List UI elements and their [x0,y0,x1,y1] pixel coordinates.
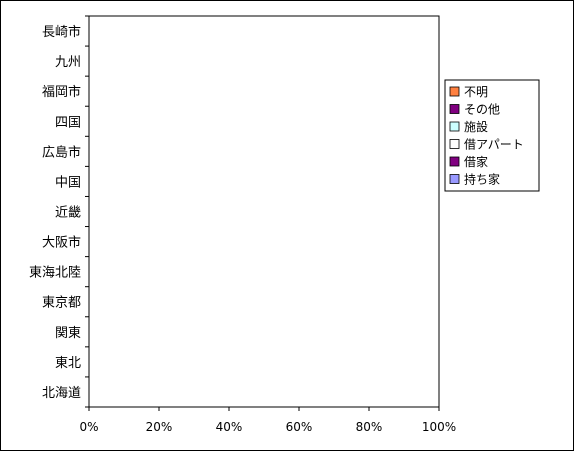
category-label-四国: 四国 [55,115,81,130]
legend-label-施設: 施設 [464,119,488,134]
legend-swatch-不明 [449,86,460,97]
category-label-近畿: 近畿 [55,206,81,221]
x-tick-label-0%: 0% [79,420,98,434]
x-tick-label-20%: 20% [146,420,173,434]
category-label-中国: 中国 [55,175,81,190]
plot-area [88,15,440,408]
category-label-福岡市: 福岡市 [42,84,81,100]
legend-label-その他: その他 [464,103,500,117]
legend-label-借家: 借家 [464,154,488,169]
legend-swatch-借アパート [449,139,460,149]
category-label-大阪市: 大阪市 [42,235,81,251]
legend-swatch-その他 [449,104,460,114]
category-label-関東: 関東 [55,325,81,341]
x-tick-label-100%: 100% [422,420,456,434]
legend-swatch-借家 [449,156,460,167]
legend-swatch-施設 [449,121,460,132]
category-label-東海北陸: 東海北陸 [29,265,81,281]
x-tick-label-80%: 80% [356,420,383,434]
legend-box [444,79,540,192]
axis-layer [85,15,440,411]
legend-label-持ち家: 持ち家 [464,172,500,187]
category-label-東北: 東北 [55,355,81,371]
category-label-長崎市: 長崎市 [42,24,81,40]
category-label-九州: 九州 [55,55,81,70]
legend-swatch-持ち家 [449,174,460,184]
legend-label-借アパート: 借アパート [464,138,524,152]
category-label-北海道: 北海道 [42,386,81,401]
x-tick-label-60%: 60% [286,420,313,434]
x-tick-labels: 0% 20% 40% 60% 80% 100% [79,420,456,434]
category-label-広島市: 広島市 [42,144,81,160]
x-tick-label-40%: 40% [216,420,243,434]
legend-label-不明: 不明 [464,85,488,99]
category-label-東京都: 東京都 [42,295,81,311]
